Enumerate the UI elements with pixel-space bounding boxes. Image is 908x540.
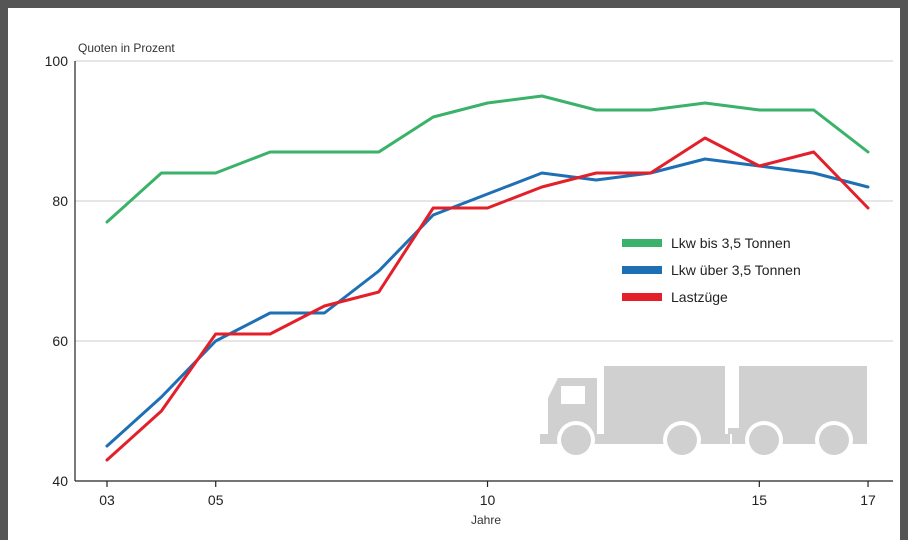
legend-label: Lkw über 3,5 Tonnen [671, 262, 801, 278]
legend: Lkw bis 3,5 Tonnen Lkw über 3,5 Tonnen Las… [622, 235, 801, 305]
x-tick-label: 03 [99, 492, 115, 508]
series-lines [105, 94, 870, 462]
x-axis-title: Jahre [471, 513, 501, 527]
legend-swatch [622, 266, 662, 274]
y-tick-label: 100 [45, 53, 69, 69]
series-line [105, 94, 870, 224]
x-tick-label: 10 [480, 492, 496, 508]
x-tick-label: 17 [860, 492, 876, 508]
x-tick-label: 05 [208, 492, 224, 508]
legend-label: Lkw bis 3,5 Tonnen [671, 235, 791, 251]
x-ticks: 03 05 10 15 17 [99, 481, 876, 508]
truck-with-trailer-icon [540, 366, 867, 459]
series-line [105, 136, 870, 462]
y-tick-label: 40 [52, 473, 68, 489]
y-tick-labels: 40 60 80 100 [45, 53, 69, 489]
series-line [105, 157, 870, 448]
legend-swatch [622, 293, 662, 301]
y-tick-label: 80 [52, 193, 68, 209]
y-axis-title: Quoten in Prozent [78, 41, 175, 55]
legend-label: Lastzüge [671, 289, 728, 305]
x-tick-label: 15 [752, 492, 768, 508]
y-tick-label: 60 [52, 333, 68, 349]
axes [74, 61, 893, 482]
legend-swatch [622, 239, 662, 247]
